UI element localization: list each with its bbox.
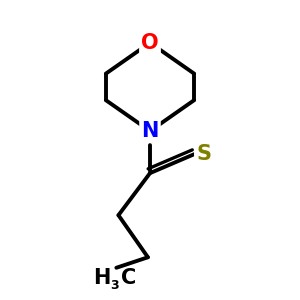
Text: O: O xyxy=(141,33,159,53)
Text: N: N xyxy=(141,121,159,141)
Text: H: H xyxy=(93,268,110,288)
Text: S: S xyxy=(196,144,211,164)
Text: C: C xyxy=(121,268,136,288)
Text: 3: 3 xyxy=(111,279,119,292)
